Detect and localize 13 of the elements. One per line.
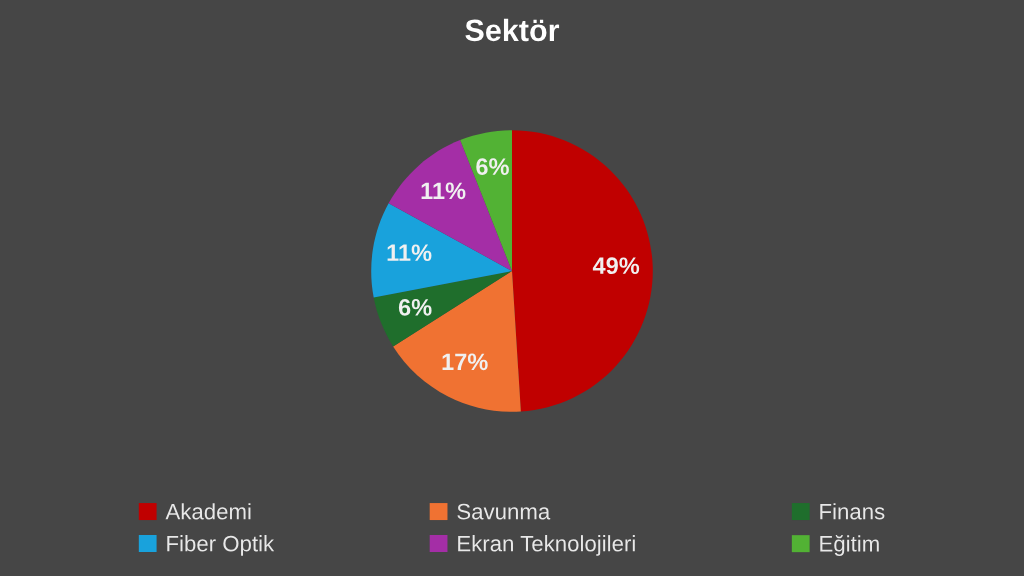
legend-label: Akademi xyxy=(165,503,251,520)
legend-label: Eğitim xyxy=(820,535,879,556)
data-label: 11% xyxy=(387,244,432,261)
data-label: 11% xyxy=(421,182,466,200)
legend-label: Fiber Optik xyxy=(167,535,275,556)
legend-label: Finans xyxy=(820,503,885,520)
data-label: 49% xyxy=(592,257,640,275)
legend-label: Savunma xyxy=(457,503,551,520)
data-label: 17% xyxy=(442,353,488,371)
chart-title: Sektör xyxy=(465,18,560,42)
legend-label: Ekran Teknolojileri xyxy=(458,535,635,556)
data-label: 6% xyxy=(476,158,509,175)
data-label: 6% xyxy=(398,298,432,316)
